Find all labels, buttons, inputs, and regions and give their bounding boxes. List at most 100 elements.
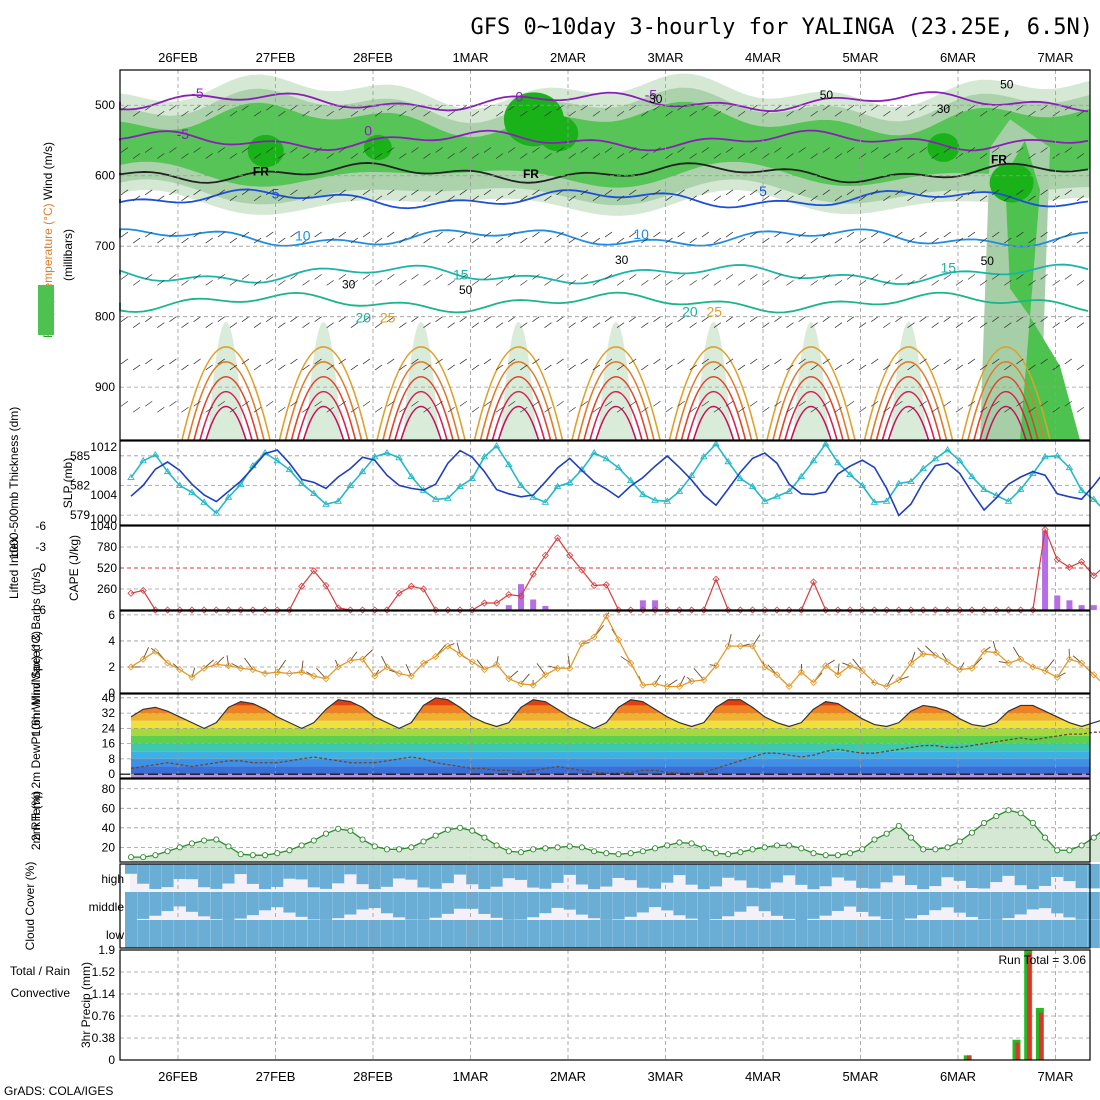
wind-barb xyxy=(737,322,746,328)
wind-barb xyxy=(217,147,226,153)
wind-barb xyxy=(483,274,492,280)
wind-barb xyxy=(241,231,250,238)
wind-barb xyxy=(955,153,964,159)
wind-barb xyxy=(253,406,262,413)
wind-barb xyxy=(335,659,339,668)
cloud-cell-low xyxy=(320,920,332,948)
wind-barb xyxy=(701,274,710,280)
cloud-cell-low xyxy=(551,920,564,948)
temp-band xyxy=(131,713,1090,721)
wind-barb xyxy=(846,104,855,111)
wind-speed-point xyxy=(773,671,781,679)
wind-barb xyxy=(362,274,371,280)
wind-barb xyxy=(653,231,661,238)
cloud-cell-high xyxy=(953,864,966,881)
wind-speed-point xyxy=(188,673,196,681)
wind-barb xyxy=(120,231,129,238)
cloud-cell-middle xyxy=(868,892,881,917)
cloud-cell-low xyxy=(246,920,259,948)
wind-barb xyxy=(665,322,673,328)
wind-barb xyxy=(520,237,528,244)
lifted-index-point xyxy=(432,606,440,614)
wind-barb xyxy=(858,364,867,371)
cloud-cell-high xyxy=(490,864,503,887)
temperature-contour-label: 10 xyxy=(633,226,649,242)
cloud-cell-middle xyxy=(295,892,308,917)
wind-barb xyxy=(326,280,334,286)
cloud-cell-middle xyxy=(307,892,320,920)
wind-barb xyxy=(132,280,141,286)
wind-barb xyxy=(568,237,576,244)
wind-barb xyxy=(870,231,879,238)
wind-barb xyxy=(374,237,383,244)
cloud-cell-high xyxy=(429,864,442,889)
cloud-cell-high xyxy=(173,864,186,879)
wind-barb xyxy=(350,651,358,661)
lifted-index-point xyxy=(127,589,135,597)
cloud-cell-high xyxy=(417,864,430,888)
cloud-cell-high xyxy=(1051,864,1064,877)
cloud-cell-high xyxy=(965,864,978,889)
wind-barb xyxy=(786,280,794,286)
wind-speed-point xyxy=(968,664,976,672)
wind-barb xyxy=(883,322,891,328)
cloud-cell-high xyxy=(466,864,479,885)
cloud-cell-middle xyxy=(344,892,357,915)
wind-barb xyxy=(798,316,806,322)
cloud-cell-low xyxy=(941,920,954,948)
panel-frame xyxy=(119,949,1091,1061)
wind-speed-point xyxy=(541,671,549,679)
cloud-cell-low xyxy=(770,920,783,948)
wind-barb xyxy=(846,189,855,196)
rh-patch xyxy=(927,133,960,162)
wind-barb xyxy=(435,189,443,196)
wind-barb xyxy=(686,676,692,682)
wind-barb xyxy=(157,153,165,159)
wind-barb xyxy=(919,189,927,196)
cloud-cell-middle xyxy=(502,892,515,920)
wind-barb xyxy=(120,189,129,196)
wind-barb xyxy=(907,364,915,371)
wind-barb xyxy=(955,237,964,244)
wind-barb xyxy=(229,237,238,244)
wind-barb xyxy=(842,662,851,667)
wind-barb xyxy=(1028,322,1036,328)
rh-point xyxy=(396,846,403,853)
temperature-contour xyxy=(589,391,643,441)
rh-point xyxy=(578,844,585,851)
temperature-contour-label: 25 xyxy=(380,309,396,325)
rh-legend-swatch xyxy=(38,285,54,335)
wind-speed-point xyxy=(700,676,708,684)
wind-barb xyxy=(278,364,286,371)
wind-barb xyxy=(471,322,480,328)
lifted-index-point xyxy=(322,581,330,590)
wind-barb xyxy=(386,231,395,238)
wind-barb xyxy=(943,358,952,365)
lifted-index-point xyxy=(822,606,830,614)
y-tick-label: 0 xyxy=(108,686,115,700)
wind-barb xyxy=(967,358,976,365)
wind-barb xyxy=(998,661,1009,664)
wind-barb xyxy=(205,153,213,159)
wind-barb xyxy=(290,104,298,111)
y-axis-title: (millibars) xyxy=(61,229,75,281)
wind-barb xyxy=(713,322,722,328)
wind-barb xyxy=(1004,110,1012,117)
rh-point xyxy=(249,852,256,859)
date-label-bottom: 2MAR xyxy=(550,1069,586,1084)
lifted-index-point xyxy=(663,606,671,614)
series-line xyxy=(130,449,1100,517)
cloud-cell-high xyxy=(295,864,308,880)
wind-barb xyxy=(338,231,347,238)
wind-barb xyxy=(423,406,431,413)
wind-barb xyxy=(774,400,782,407)
wind-barb xyxy=(991,189,1000,196)
y-tick-label-right: 520 xyxy=(97,561,117,575)
cloud-cell-middle xyxy=(173,892,186,907)
wind-barb xyxy=(568,406,576,413)
wind-barb xyxy=(374,110,383,117)
wind-barb xyxy=(132,153,141,159)
wind-barb xyxy=(931,195,939,202)
wind-barb xyxy=(883,364,891,371)
wind-barb xyxy=(1076,153,1085,159)
